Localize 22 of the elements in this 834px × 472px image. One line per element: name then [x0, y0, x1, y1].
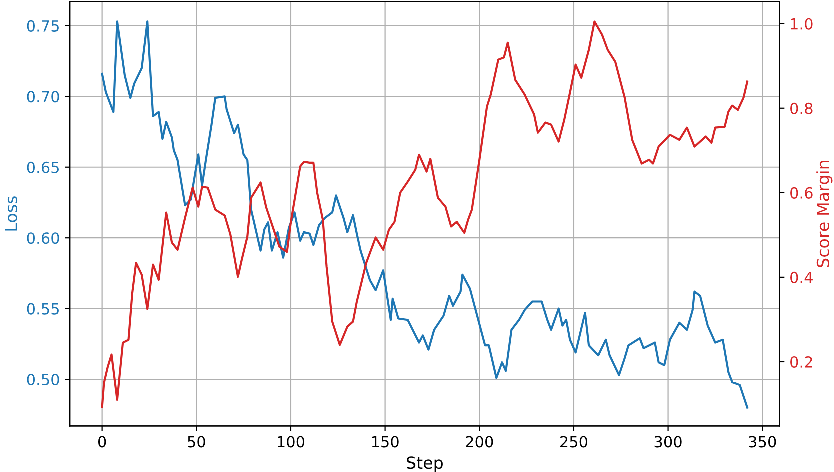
y2-tick-label: 1.0	[791, 18, 813, 30]
y-tick-label: 0.70	[27, 91, 60, 103]
y2-tick-label: 0.6	[790, 187, 813, 199]
x-tick-label: 350	[749, 436, 776, 448]
y2-tick-label: 0.8	[790, 102, 813, 114]
x-tick-label: 50	[188, 436, 206, 448]
x-tick-label: 300	[654, 436, 682, 448]
x-axis-title: Step	[407, 456, 443, 472]
y-tick-label: 0.50	[27, 374, 60, 386]
y-tick-label: 0.55	[27, 303, 59, 315]
y2-tick-label: 0.2	[790, 356, 812, 368]
y2-tick-label: 0.4	[790, 272, 813, 284]
x-tick-label: 100	[278, 436, 305, 448]
x-tick-label: 200	[466, 436, 494, 448]
x-tick-label: 150	[372, 436, 399, 448]
y-tick-label: 0.60	[27, 232, 60, 244]
y-tick-label: 0.65	[27, 162, 59, 174]
y-axis-title: Loss	[5, 196, 18, 231]
y-tick-label: 0.75	[27, 20, 59, 32]
y2-axis-title: Score Margin	[816, 161, 833, 268]
x-tick-label: 250	[560, 436, 588, 448]
x-tick-label: 0	[98, 436, 106, 448]
